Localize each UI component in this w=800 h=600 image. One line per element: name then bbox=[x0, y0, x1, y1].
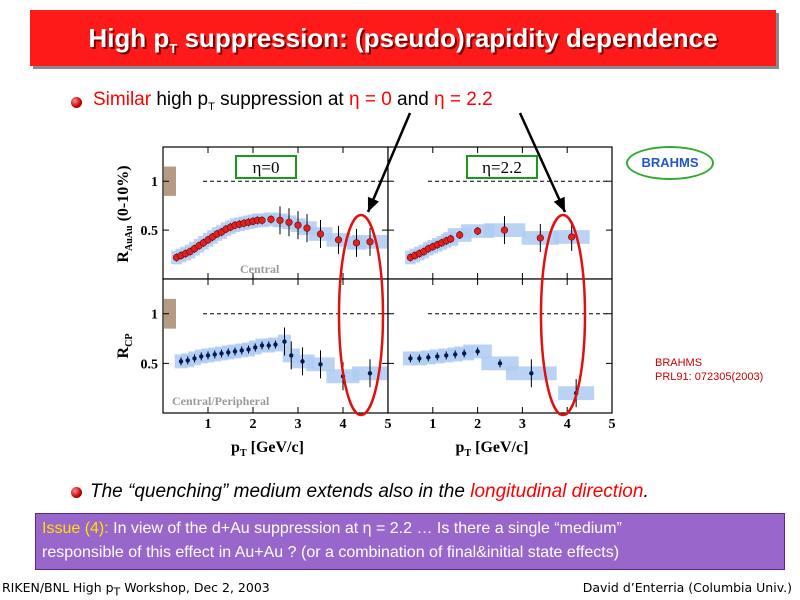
footer-author: David d’Enterria (Columbia Univ.) bbox=[582, 580, 792, 595]
highlight-ellipse bbox=[337, 213, 385, 417]
eta-label: η=0 bbox=[253, 158, 280, 177]
data-point bbox=[474, 227, 482, 235]
eta-label-box bbox=[235, 155, 297, 179]
normalization-box bbox=[164, 166, 176, 196]
data-point bbox=[529, 371, 534, 376]
data-point bbox=[334, 236, 343, 244]
arrow-head bbox=[553, 196, 565, 212]
x-tick-label: 1 bbox=[205, 417, 212, 432]
reference-citation: BRAHMS PRL91: 072305(2003) bbox=[655, 357, 764, 383]
x-tick-label: 4 bbox=[340, 417, 347, 432]
data-point bbox=[500, 226, 509, 234]
data-point bbox=[258, 216, 266, 224]
data-point bbox=[178, 359, 184, 364]
data-point bbox=[417, 356, 422, 361]
data-point bbox=[568, 233, 576, 241]
y-tick-label: 1 bbox=[151, 308, 158, 323]
data-point bbox=[253, 345, 258, 350]
bullet-icon bbox=[71, 97, 82, 108]
arrow-head bbox=[367, 196, 379, 212]
data-point bbox=[300, 359, 305, 364]
data-point bbox=[267, 215, 275, 223]
data-point bbox=[426, 355, 431, 360]
data-point bbox=[192, 356, 197, 361]
x-tick-label: 2 bbox=[474, 417, 481, 432]
data-point bbox=[266, 343, 271, 348]
x-tick-label: 3 bbox=[295, 417, 302, 432]
data-point bbox=[444, 353, 449, 358]
bullet-similar-suppression: Similar high pT suppression at η = 0 and… bbox=[93, 89, 493, 113]
slide-title: High pT suppression: (pseudo)rapidity de… bbox=[88, 23, 718, 57]
data-point bbox=[453, 352, 458, 357]
pointer-arrow bbox=[518, 112, 567, 213]
data-point bbox=[199, 354, 204, 359]
data-point bbox=[352, 239, 361, 247]
data-point bbox=[456, 231, 464, 239]
data-point bbox=[294, 221, 302, 229]
data-point bbox=[497, 361, 503, 366]
x-tick-label: 3 bbox=[519, 417, 526, 432]
data-point bbox=[447, 235, 455, 243]
data-point bbox=[205, 353, 211, 358]
data-point bbox=[316, 230, 325, 238]
bullet-quenching-medium: The “quenching” medium extends also in t… bbox=[90, 481, 649, 502]
pointer-arrow bbox=[366, 112, 412, 213]
y-axis-label: RAuAu (0-10%) bbox=[115, 165, 135, 262]
y-axis-label: RCP bbox=[115, 334, 135, 359]
data-point bbox=[408, 356, 413, 361]
x-tick-label: 1 bbox=[429, 417, 436, 432]
data-point bbox=[276, 216, 284, 224]
data-point bbox=[366, 238, 374, 246]
data-point bbox=[318, 362, 323, 367]
x-tick-label: 5 bbox=[609, 417, 616, 432]
data-point bbox=[259, 343, 265, 348]
title-bar: High pT suppression: (pseudo)rapidity de… bbox=[30, 10, 776, 66]
data-point bbox=[461, 351, 467, 356]
footer-workshop: RIKEN/BNL High pT Workshop, Dec 2, 2003 bbox=[2, 580, 270, 599]
x-axis-label: pT [GeV/c] bbox=[231, 439, 304, 459]
eta-label-box bbox=[466, 155, 538, 179]
data-point bbox=[273, 342, 278, 347]
data-point bbox=[285, 218, 293, 226]
data-point bbox=[289, 353, 294, 358]
data-point bbox=[367, 371, 373, 376]
data-point bbox=[536, 234, 544, 242]
x-tick-label: 2 bbox=[250, 417, 257, 432]
issue-box: Issue (4): In view of the d+Au suppressi… bbox=[35, 513, 785, 570]
data-point bbox=[246, 347, 251, 352]
normalization-box bbox=[164, 298, 176, 329]
panel-tag: Central bbox=[240, 262, 280, 276]
x-tick-label: 5 bbox=[385, 417, 392, 432]
data-point bbox=[226, 350, 231, 355]
data-point bbox=[475, 349, 480, 354]
brahms-logo: BRAHMS bbox=[626, 146, 714, 180]
panel-tag: Central/Peripheral bbox=[172, 394, 270, 408]
data-point bbox=[239, 348, 244, 353]
data-point bbox=[232, 349, 238, 354]
data-point bbox=[185, 358, 190, 363]
data-point bbox=[219, 351, 224, 356]
eta-label: η=2.2 bbox=[482, 158, 522, 177]
x-tick-label: 4 bbox=[564, 417, 571, 432]
y-tick-label: 1 bbox=[151, 175, 158, 190]
x-axis-label: pT [GeV/c] bbox=[456, 439, 529, 459]
data-point bbox=[212, 352, 217, 357]
y-tick-label: 0.5 bbox=[141, 224, 159, 239]
y-tick-label: 0.5 bbox=[141, 357, 159, 372]
bullet-icon bbox=[71, 487, 82, 498]
data-point bbox=[303, 224, 311, 232]
data-point bbox=[435, 354, 440, 359]
data-point bbox=[282, 339, 287, 344]
highlight-ellipse bbox=[539, 213, 587, 417]
